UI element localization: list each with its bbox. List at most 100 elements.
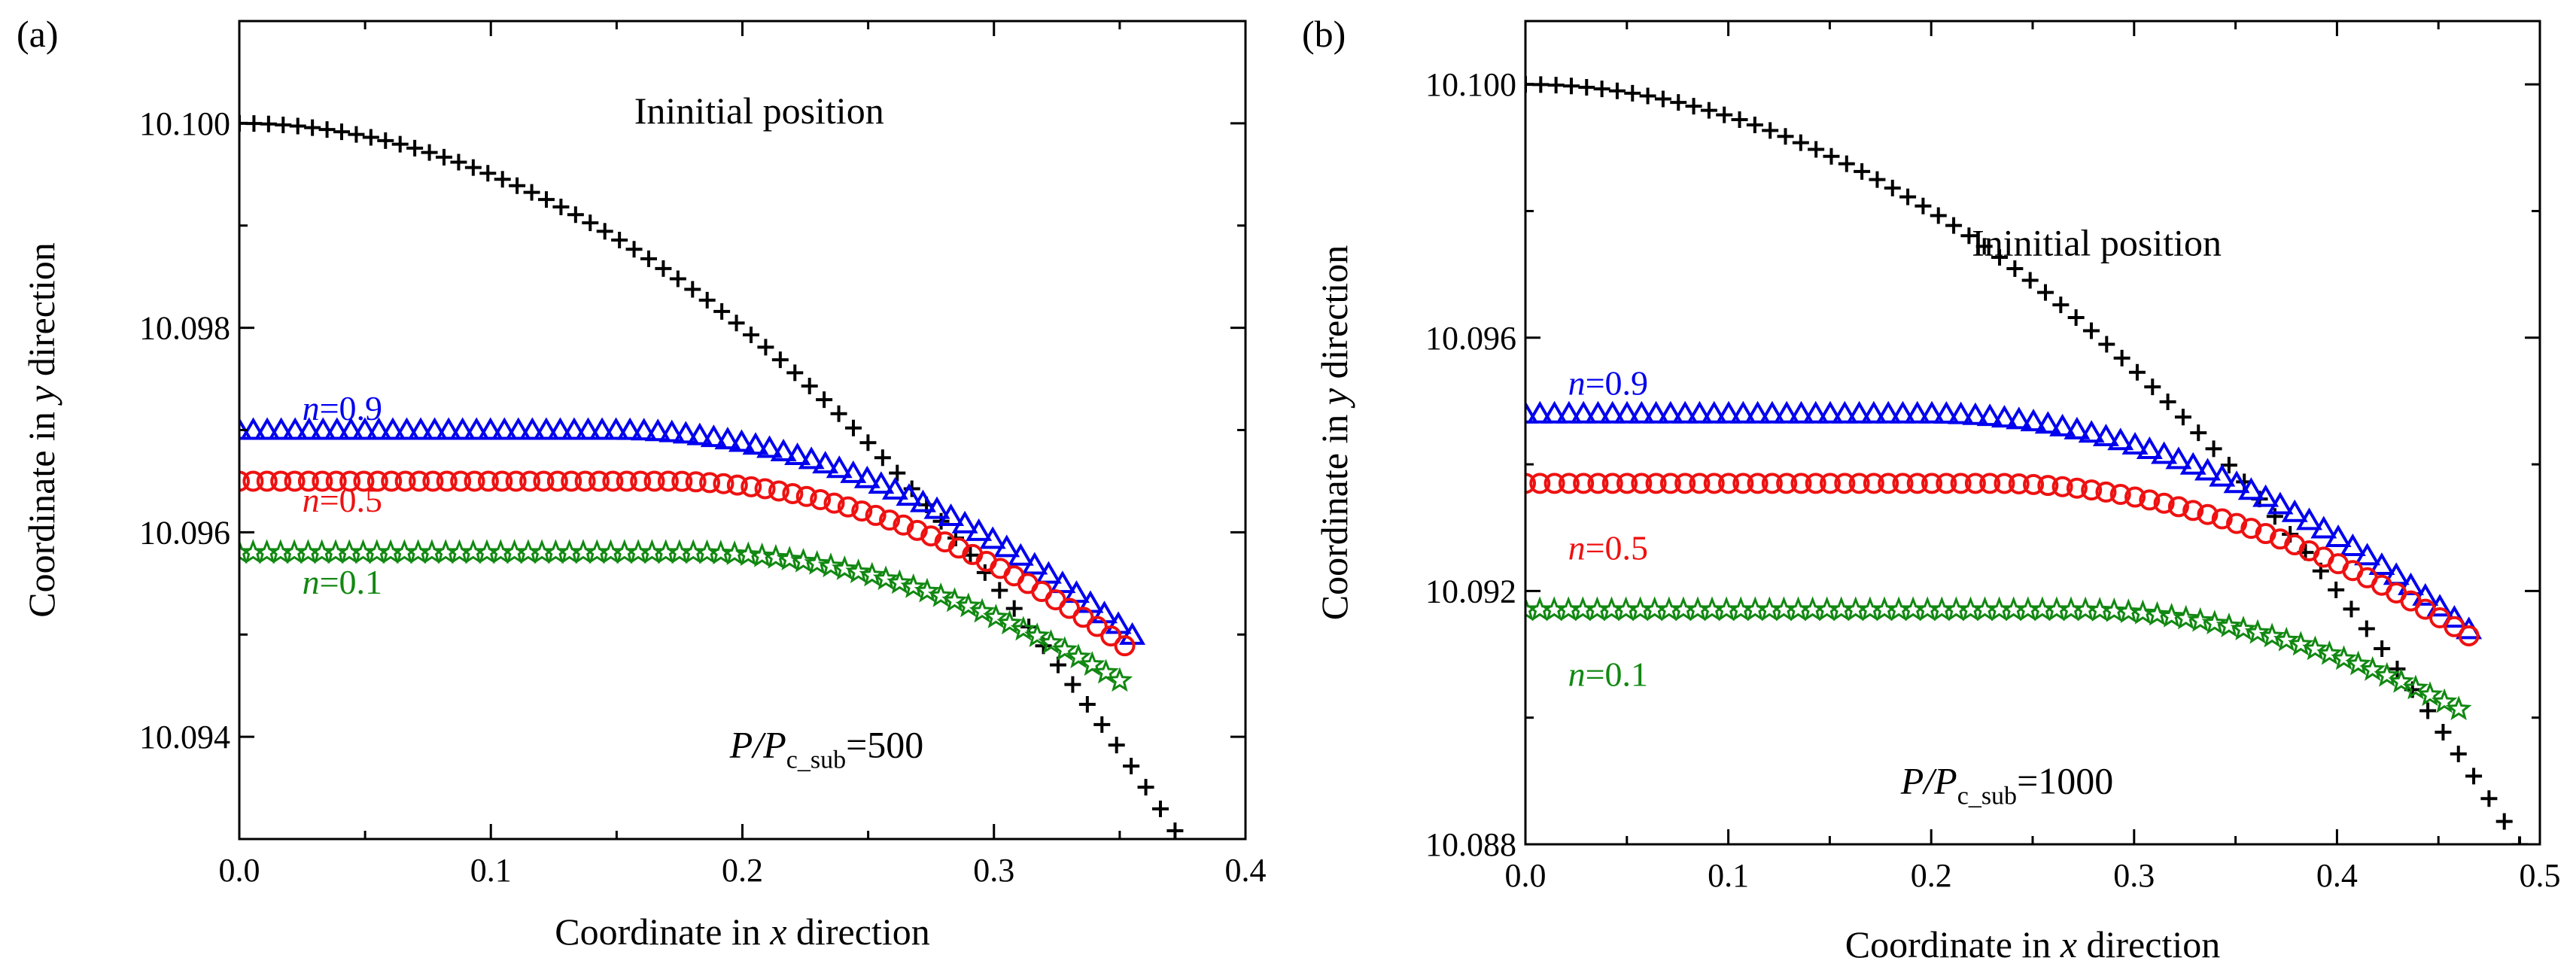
data-point-triangle	[379, 417, 406, 440]
data-point-triangle	[2209, 464, 2236, 487]
data-point-triangle	[505, 417, 532, 440]
data-point-plus	[1991, 248, 2009, 266]
data-point-plus	[2082, 322, 2100, 339]
data-point-circle	[256, 470, 278, 492]
plot-frame	[1524, 20, 2541, 846]
data-point-triangle	[784, 442, 811, 465]
data-point-plus	[1869, 171, 1886, 188]
data-point-plus	[2328, 581, 2345, 598]
data-point-circle	[1689, 473, 1711, 494]
data-point-plus	[976, 564, 993, 581]
data-point-plus	[2389, 661, 2406, 678]
data-point-triangle	[2281, 499, 2308, 522]
data-point-circle	[657, 470, 679, 492]
data-point-circle	[284, 470, 306, 492]
data-point-triangle	[2368, 552, 2395, 576]
data-point-plus	[771, 351, 789, 369]
data-point-star	[1023, 622, 1051, 647]
data-point-star	[2316, 640, 2343, 665]
data-point-triangle	[700, 424, 727, 448]
data-point-circle	[1616, 473, 1638, 494]
y-tick-label: 10.096	[139, 514, 230, 551]
data-point-plus	[509, 177, 526, 194]
data-point-plus	[1899, 188, 1917, 205]
series-circle	[1525, 473, 2480, 646]
data-point-plus	[1151, 800, 1169, 817]
data-point-circle	[837, 496, 859, 518]
data-point-plus	[1838, 155, 1855, 172]
data-point-triangle	[2354, 543, 2381, 566]
data-point-triangle	[1584, 400, 1611, 424]
data-point-circle	[2023, 473, 2045, 495]
data-point-circle	[546, 470, 568, 492]
data-point-star	[749, 542, 775, 567]
data-point-triangle	[1007, 543, 1034, 566]
data-point-star	[817, 552, 844, 578]
x-tick-label: 0.0	[219, 852, 260, 889]
data-point-plus	[464, 159, 482, 176]
data-point-circle	[2124, 486, 2146, 508]
data-point-circle	[754, 478, 776, 500]
data-point-plus	[2113, 349, 2130, 366]
data-point-triangle	[896, 483, 923, 506]
data-point-plus	[2495, 813, 2513, 830]
data-point-circle	[1936, 473, 1957, 494]
data-point-circle	[2139, 489, 2161, 511]
data-point-circle	[505, 470, 527, 492]
data-point-plus	[2419, 702, 2437, 719]
data-point-triangle	[477, 417, 504, 440]
data-point-star	[2244, 619, 2271, 644]
data-point-star	[2431, 688, 2458, 713]
data-point-plus	[1578, 78, 1595, 96]
data-point-circle	[2226, 512, 2248, 534]
data-point-triangle	[1976, 403, 2003, 427]
data-point-triangle	[923, 496, 950, 519]
data-point-plus	[1777, 128, 1794, 145]
data-point-triangle	[2398, 572, 2424, 595]
data-point-star	[982, 604, 1009, 629]
data-point-plus	[435, 148, 452, 166]
data-point-triangle	[714, 427, 741, 450]
data-point-star	[832, 555, 858, 580]
data-point-star	[2402, 674, 2429, 700]
data-point-triangle	[575, 417, 601, 440]
data-point-plus	[801, 377, 818, 394]
data-point-plus	[1731, 111, 1748, 129]
data-point-plus	[362, 129, 379, 146]
data-point-star	[941, 587, 968, 613]
data-point-triangle	[631, 418, 658, 441]
data-point-plus	[2511, 836, 2529, 844]
data-point-triangle	[812, 451, 839, 474]
data-point-triangle	[658, 419, 686, 442]
x-tick-label: 0.2	[1911, 857, 1952, 894]
data-point-plus	[1930, 207, 1947, 224]
data-point-triangle	[2034, 411, 2061, 434]
data-point-circle	[851, 500, 873, 522]
data-point-circle	[408, 470, 430, 492]
data-point-triangle	[616, 417, 643, 440]
data-point-circle	[2182, 500, 2204, 521]
data-point-plus	[1005, 600, 1023, 617]
data-point-triangle	[2252, 484, 2279, 507]
data-point-plus	[1854, 163, 1871, 180]
data-point-triangle	[546, 417, 573, 440]
data-point-circle	[1086, 616, 1108, 637]
data-point-triangle	[1729, 400, 1756, 424]
panel-label: (b)	[1302, 13, 1346, 55]
data-point-circle	[1703, 473, 1725, 494]
data-point-star	[2302, 635, 2328, 661]
x-tick-label: 0.2	[722, 852, 763, 889]
data-point-star	[955, 592, 982, 618]
data-point-triangle	[840, 460, 867, 483]
data-point-star	[996, 610, 1023, 635]
data-point-circle	[312, 470, 333, 492]
data-point-plus	[2343, 600, 2360, 618]
series-plus	[239, 114, 1184, 839]
data-point-plus	[2220, 457, 2237, 474]
data-point-circle	[1114, 635, 1136, 657]
data-point-triangle	[672, 421, 699, 444]
data-point-plus	[1762, 122, 1779, 139]
x-tick-label: 0.4	[1225, 852, 1267, 889]
data-point-star	[887, 569, 913, 594]
data-point-star	[2445, 695, 2472, 721]
